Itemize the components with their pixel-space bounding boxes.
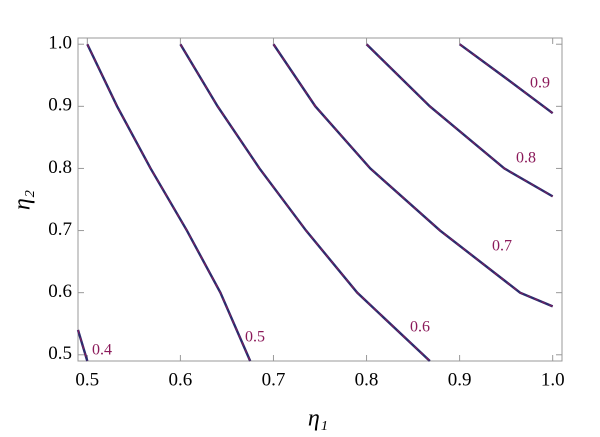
y-axis-title: η₂ <box>10 190 36 210</box>
contour-label: 0.7 <box>492 238 512 255</box>
x-tick-label: 0.8 <box>355 369 379 390</box>
contour-line <box>365 43 554 198</box>
x-tick-label: 0.5 <box>75 369 99 390</box>
plot-frame <box>77 37 563 362</box>
x-axis-title: η₁ <box>308 406 328 432</box>
y-tick-label: 0.9 <box>48 95 72 116</box>
x-tick-label: 1.0 <box>541 369 565 390</box>
contour-label: 0.8 <box>516 150 536 167</box>
contour-label: 0.6 <box>410 319 430 336</box>
y-tick-label: 0.6 <box>48 281 72 302</box>
contour-line-overlay <box>86 43 251 362</box>
x-tick-label: 0.6 <box>169 369 193 390</box>
contour-line-overlay <box>179 43 431 362</box>
y-tick-label: 0.8 <box>48 157 72 178</box>
x-tick-label: 0.9 <box>448 369 472 390</box>
contour-line-overlay <box>459 43 553 114</box>
contour-line-overlay <box>273 43 553 307</box>
y-tick-label: 1.0 <box>48 33 72 54</box>
x-tick-label: 0.7 <box>262 369 286 390</box>
contour-line <box>272 43 554 308</box>
y-tick-label: 0.7 <box>48 219 72 240</box>
contour-line-overlay <box>77 329 88 362</box>
y-tick-label: 0.5 <box>48 343 72 364</box>
contour-label: 0.4 <box>92 342 112 359</box>
contour-line <box>86 43 252 362</box>
contour-label: 0.5 <box>245 329 265 346</box>
contour-line-overlay <box>366 43 553 197</box>
contour-label: 0.9 <box>530 75 550 92</box>
